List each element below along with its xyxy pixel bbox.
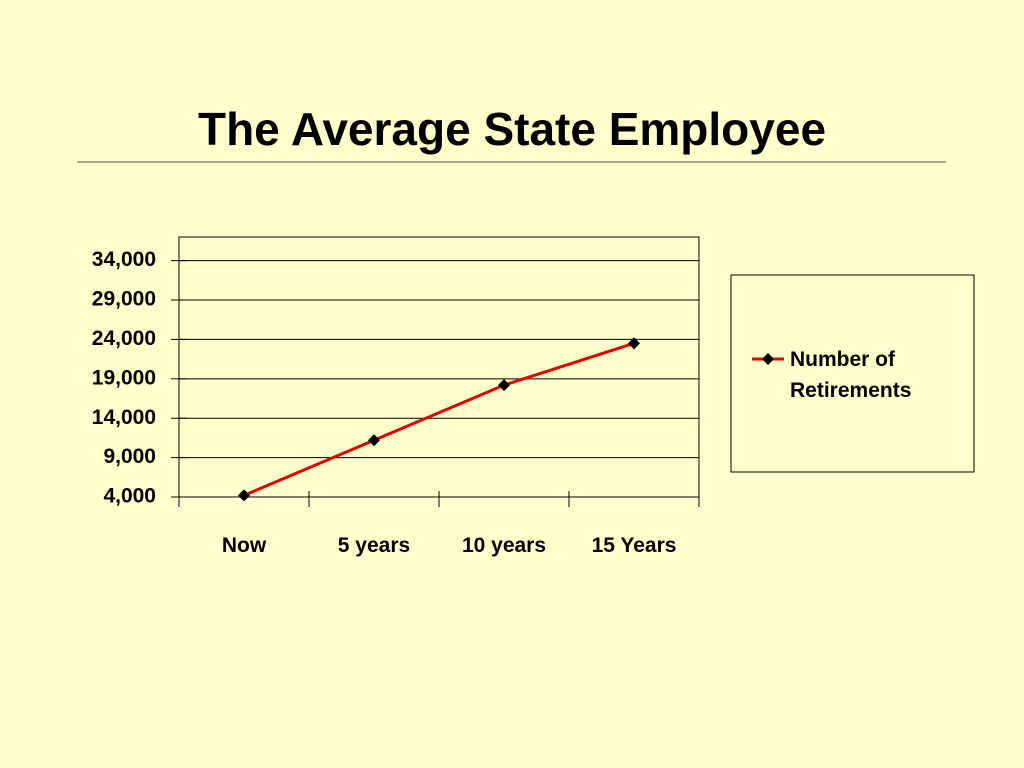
y-tick-label: 34,000: [92, 248, 156, 271]
marker: [368, 434, 380, 447]
x-tick-label: 5 years: [337, 534, 411, 557]
y-tick-label: 29,000: [92, 288, 156, 311]
y-tick-label: 19,000: [92, 366, 156, 389]
legend-marker: [762, 353, 774, 365]
y-tick-label: 4,000: [103, 485, 156, 508]
marker: [498, 379, 510, 392]
marker: [238, 489, 250, 502]
legend-label: Number of Retirements: [790, 348, 912, 402]
y-tick-label: 9,000: [103, 445, 156, 468]
marker: [628, 337, 640, 350]
legend-box: [730, 274, 975, 473]
x-tick-label: 15 Years: [591, 534, 677, 557]
x-tick-label: 10 years: [461, 534, 547, 557]
y-tick-label: 14,000: [92, 406, 156, 429]
series-line: [243, 341, 635, 497]
y-tick-label: 24,000: [92, 327, 156, 350]
x-tick-label: Now: [221, 534, 267, 557]
chart-title: The Average State Employee: [198, 103, 826, 155]
